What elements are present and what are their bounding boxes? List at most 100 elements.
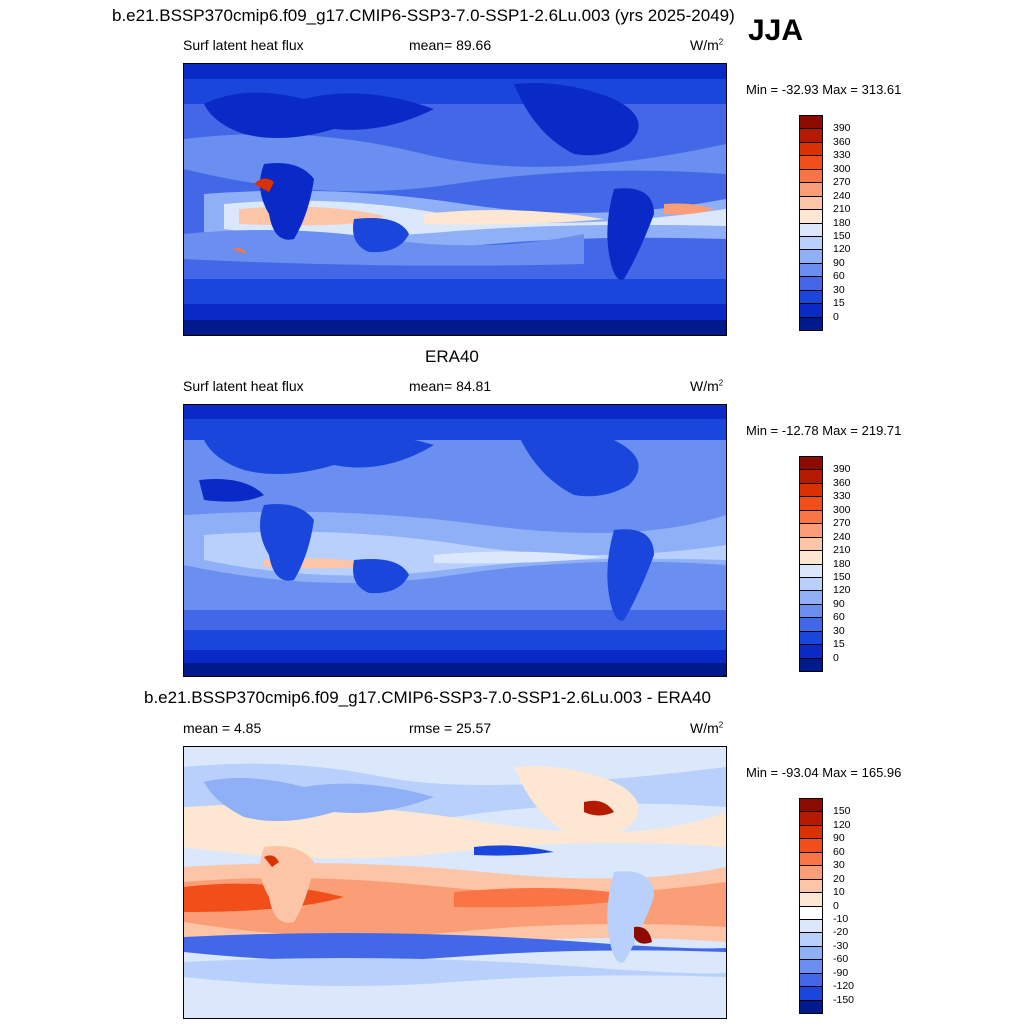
colorbar-tick-label: 240 bbox=[833, 189, 851, 202]
colorbar-swatch bbox=[799, 115, 823, 130]
colorbar-swatch bbox=[799, 303, 823, 318]
colorbar-tick-label: 120 bbox=[833, 818, 851, 831]
colorbar-tick-label: 15 bbox=[833, 638, 845, 651]
colorbar-swatch bbox=[799, 141, 823, 157]
panel-obs-colorbar: 390 360 330 300 270 240 210 180 150 120 90 60 30 15 0 bbox=[799, 456, 879, 672]
panel-diff-rmse-label: rmse = 25.57 bbox=[409, 720, 492, 736]
panel-diff-map bbox=[183, 746, 727, 1019]
colorbar-tick-label: 240 bbox=[833, 530, 851, 543]
panel-obs-variable-label: Surf latent heat flux bbox=[183, 378, 304, 394]
colorbar-swatch bbox=[799, 630, 823, 646]
colorbar-tick-label: 90 bbox=[833, 256, 845, 269]
colorbar-swatch bbox=[799, 838, 823, 853]
panel-obs-heading: ERA40 bbox=[425, 347, 479, 366]
colorbar-swatch bbox=[799, 209, 823, 224]
colorbar-swatch bbox=[799, 469, 823, 484]
colorbar-tick-label: 330 bbox=[833, 149, 851, 162]
colorbar-swatch bbox=[799, 550, 823, 565]
panel-diff-colorbar: 150 120 90 60 30 20 10 0 -10 -20 -30 -60 -90 -120 -150 bbox=[799, 798, 879, 1014]
colorbar-swatch bbox=[799, 878, 823, 894]
colorbar-swatch bbox=[799, 509, 823, 525]
colorbar-swatch bbox=[799, 945, 823, 961]
panel-model-mean-label: mean= 89.66 bbox=[409, 37, 492, 53]
colorbar-tick-label: 150 bbox=[833, 229, 851, 242]
panel-model-colorbar: 390 360 330 300 270 240 210 180 150 120 90 60 30 15 0 bbox=[799, 115, 879, 331]
colorbar-tick-label: 90 bbox=[833, 597, 845, 610]
colorbar-swatch bbox=[799, 576, 823, 592]
colorbar-swatch bbox=[799, 892, 823, 907]
colorbar-swatch bbox=[799, 811, 823, 826]
main-title: b.e21.BSSP370cmip6.f09_g17.CMIP6-SSP3-7.… bbox=[112, 6, 735, 25]
panel-model-units: W/m2 bbox=[690, 37, 724, 53]
colorbar-tick-label: 330 bbox=[833, 490, 851, 503]
colorbar-swatch bbox=[799, 496, 823, 511]
panel-model-minmax: Min = -32.93 Max = 313.61 bbox=[746, 82, 902, 97]
colorbar-tick-label: 0 bbox=[833, 651, 839, 664]
colorbar-swatch bbox=[799, 657, 823, 672]
colorbar-tick-label: 360 bbox=[833, 135, 851, 148]
colorbar-swatch bbox=[799, 182, 823, 197]
colorbar-tick-label: 390 bbox=[833, 122, 851, 135]
colorbar-tick-label: 270 bbox=[833, 517, 851, 530]
colorbar-swatch bbox=[799, 590, 823, 605]
colorbar-swatch bbox=[799, 644, 823, 659]
colorbar-tick-label: 270 bbox=[833, 176, 851, 189]
colorbar-tick-label: 60 bbox=[833, 270, 845, 283]
colorbar-swatch bbox=[799, 316, 823, 331]
colorbar-swatch bbox=[799, 289, 823, 305]
colorbar-swatch bbox=[799, 222, 823, 237]
colorbar-tick-label: -10 bbox=[833, 912, 849, 925]
panel-diff-heading: b.e21.BSSP370cmip6.f09_g17.CMIP6-SSP3-7.… bbox=[144, 688, 712, 707]
colorbar-tick-label: -30 bbox=[833, 939, 849, 952]
colorbar-swatch bbox=[799, 905, 823, 920]
panel-diff-mean-label: mean = 4.85 bbox=[183, 720, 262, 736]
colorbar-swatch bbox=[799, 249, 823, 264]
colorbar-swatch bbox=[799, 972, 823, 988]
colorbar-tick-label: 90 bbox=[833, 832, 845, 845]
colorbar-tick-label: 0 bbox=[833, 310, 839, 323]
colorbar-swatch bbox=[799, 824, 823, 840]
colorbar-tick-label: 120 bbox=[833, 243, 851, 256]
colorbar-tick-label: 20 bbox=[833, 872, 845, 885]
colorbar-swatch bbox=[799, 798, 823, 813]
colorbar-swatch bbox=[799, 195, 823, 211]
colorbar-tick-label: 210 bbox=[833, 203, 851, 216]
colorbar-tick-label: 150 bbox=[833, 805, 851, 818]
colorbar-swatch bbox=[799, 276, 823, 291]
panel-diff-units: W/m2 bbox=[690, 720, 724, 736]
colorbar-tick-label: 30 bbox=[833, 283, 845, 296]
panel-model-variable-label: Surf latent heat flux bbox=[183, 37, 304, 53]
colorbar-tick-label: 300 bbox=[833, 503, 851, 516]
colorbar-tick-label: -150 bbox=[833, 993, 855, 1006]
colorbar-swatch bbox=[799, 563, 823, 578]
panel-obs-minmax: Min = -12.78 Max = 219.71 bbox=[746, 423, 902, 438]
panel-obs-units: W/m2 bbox=[690, 378, 724, 394]
colorbar-swatch bbox=[799, 986, 823, 1001]
colorbar-tick-label: 300 bbox=[833, 162, 851, 175]
colorbar-tick-label: 60 bbox=[833, 845, 845, 858]
colorbar-swatch bbox=[799, 128, 823, 143]
colorbar-tick-label: 150 bbox=[833, 570, 851, 583]
colorbar-swatch bbox=[799, 536, 823, 552]
colorbar-swatch bbox=[799, 456, 823, 471]
colorbar-tick-label: 60 bbox=[833, 611, 845, 624]
colorbar-tick-label: 15 bbox=[833, 297, 845, 310]
colorbar-swatch bbox=[799, 865, 823, 880]
colorbar-swatch bbox=[799, 482, 823, 498]
colorbar-tick-label: 10 bbox=[833, 886, 845, 899]
panel-diff-minmax: Min = -93.04 Max = 165.96 bbox=[746, 765, 902, 780]
colorbar-swatch bbox=[799, 235, 823, 251]
colorbar-tick-label: -20 bbox=[833, 926, 849, 939]
colorbar-tick-label: 360 bbox=[833, 476, 851, 489]
colorbar-swatch bbox=[799, 617, 823, 632]
colorbar-tick-label: -60 bbox=[833, 953, 849, 966]
colorbar-tick-label: 30 bbox=[833, 624, 845, 637]
colorbar-tick-label: 210 bbox=[833, 544, 851, 557]
colorbar-tick-label: 390 bbox=[833, 463, 851, 476]
colorbar-swatch bbox=[799, 959, 823, 974]
colorbar-swatch bbox=[799, 155, 823, 170]
panel-obs-map bbox=[183, 404, 727, 677]
panel-obs-mean-label: mean= 84.81 bbox=[409, 378, 492, 394]
colorbar-tick-label: -90 bbox=[833, 966, 849, 979]
season-label: JJA bbox=[748, 14, 804, 47]
